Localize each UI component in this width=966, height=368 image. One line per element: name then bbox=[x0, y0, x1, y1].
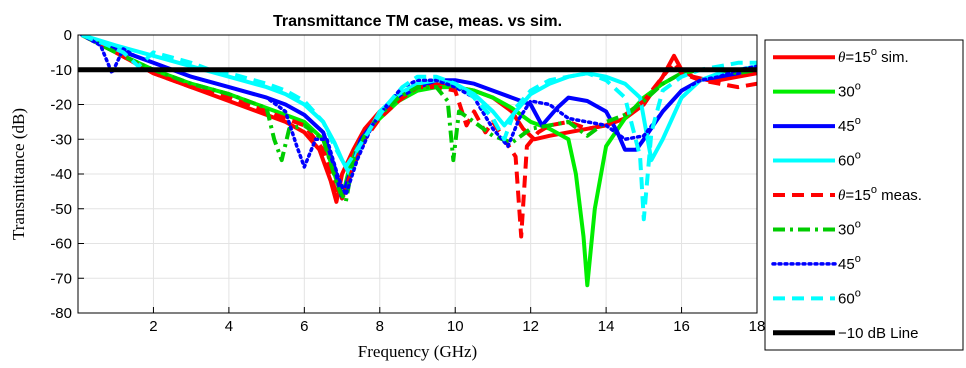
series-line-6 bbox=[80, 35, 757, 204]
series-line-7 bbox=[80, 35, 757, 197]
legend-text: −10 dB Line bbox=[838, 325, 919, 342]
legend-theta: θ bbox=[838, 188, 846, 204]
legend-degree: o bbox=[855, 253, 861, 265]
y-tick-label: -60 bbox=[50, 236, 72, 253]
legend-text: =15 bbox=[845, 187, 870, 204]
y-tick-label: -40 bbox=[50, 166, 72, 183]
legend-text: 30 bbox=[838, 221, 855, 238]
y-tick-label: -10 bbox=[50, 62, 72, 79]
x-tick-label: 10 bbox=[447, 318, 464, 335]
legend-text: 30 bbox=[838, 84, 855, 101]
legend-label-9: −10 dB Line bbox=[838, 325, 919, 342]
legend-text: 60 bbox=[838, 153, 855, 170]
legend-degree: o bbox=[855, 287, 861, 299]
legend-degree: o bbox=[871, 184, 877, 196]
x-tick-label: 14 bbox=[598, 318, 615, 335]
x-tick-label: 12 bbox=[522, 318, 539, 335]
y-tick-label: 0 bbox=[64, 27, 72, 44]
y-tick-label: -80 bbox=[50, 305, 72, 322]
x-tick-label: 2 bbox=[149, 318, 157, 335]
legend-degree: o bbox=[855, 115, 861, 127]
legend-suffix: meas. bbox=[877, 187, 922, 204]
y-axis-label: Transmittance (dB) bbox=[9, 108, 28, 240]
y-tick-label: -70 bbox=[50, 270, 72, 287]
legend-theta: θ bbox=[838, 50, 846, 66]
legend-label-6: 30o bbox=[838, 218, 861, 238]
legend-label-2: 30o bbox=[838, 81, 861, 101]
legend-degree: o bbox=[855, 150, 861, 162]
legend-label-1: θ=15o sim. bbox=[838, 46, 909, 66]
x-tick-label: 16 bbox=[673, 318, 690, 335]
legend-label-7: 45o bbox=[838, 253, 861, 273]
chart-title: Transmittance TM case, meas. vs sim. bbox=[273, 13, 562, 30]
legend-degree: o bbox=[855, 81, 861, 93]
legend-label-5: θ=15o meas. bbox=[838, 184, 922, 204]
x-tick-label: 8 bbox=[376, 318, 384, 335]
legend-label-8: 60o bbox=[838, 287, 861, 307]
x-tick-label: 4 bbox=[225, 318, 233, 335]
x-tick-label: 18 bbox=[749, 318, 766, 335]
legend-text: 45 bbox=[838, 118, 855, 135]
legend-text: =15 bbox=[845, 49, 870, 66]
legend-label-4: 60o bbox=[838, 150, 861, 170]
series-line-8 bbox=[81, 35, 757, 222]
legend-text: 60 bbox=[838, 290, 855, 307]
y-tick-label: -30 bbox=[50, 131, 72, 148]
legend-degree: o bbox=[871, 46, 877, 58]
x-axis-label: Frequency (GHz) bbox=[358, 342, 477, 361]
series-lines bbox=[78, 35, 757, 288]
y-tick-label: -20 bbox=[50, 97, 72, 114]
legend-degree: o bbox=[855, 218, 861, 230]
axis-ticks: 2 4 6 8 10 12 14 16 18 0 -10 -20 -30 -40 -50 -60 -70 -80 bbox=[50, 27, 765, 335]
legend-suffix: sim. bbox=[877, 49, 909, 66]
series-line-5 bbox=[80, 35, 757, 239]
legend-label-3: 45o bbox=[838, 115, 861, 135]
x-tick-label: 6 bbox=[300, 318, 308, 335]
y-tick-label: -50 bbox=[50, 201, 72, 218]
series-line-3 bbox=[81, 35, 757, 201]
legend-text: 45 bbox=[838, 256, 855, 273]
